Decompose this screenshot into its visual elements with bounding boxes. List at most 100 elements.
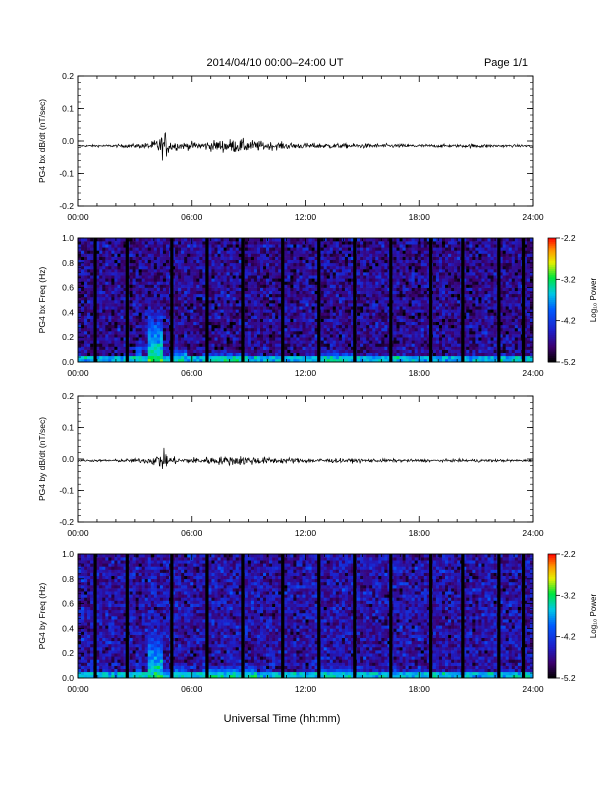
heatmap-cell (159, 334, 164, 338)
heatmap-cell (266, 241, 270, 245)
heatmap-cell (229, 349, 233, 353)
heatmap-cell (138, 256, 142, 260)
heatmap-cell (335, 309, 340, 313)
heatmap-cell (117, 355, 121, 360)
heatmap-cell (129, 309, 133, 313)
heatmap-cell (332, 287, 337, 291)
heatmap-cell (311, 281, 315, 285)
heatmap-cell (299, 269, 303, 273)
heatmap-cell (378, 250, 382, 254)
heatmap-cell (211, 293, 215, 298)
heatmap-cell (105, 293, 109, 298)
heatmap-cell (311, 250, 315, 254)
heatmap-cell (223, 259, 227, 264)
heatmap-cell (196, 327, 200, 332)
heatmap-cell (81, 334, 85, 338)
heatmap-cell (123, 278, 127, 282)
heatmap-cell (314, 355, 318, 360)
heatmap-cell (108, 241, 112, 245)
heatmap-cell (229, 300, 233, 304)
heatmap-cell (387, 355, 391, 360)
heatmap-cell (387, 259, 391, 264)
heatmap-cell (360, 290, 364, 295)
heatmap-cell (199, 346, 203, 350)
heatmap-cell (387, 346, 391, 350)
heatmap-cell (238, 343, 243, 347)
heatmap-cell (445, 281, 449, 285)
heatmap-cell (266, 318, 270, 322)
heatmap-cell (426, 259, 431, 264)
heatmap-cell (187, 284, 191, 288)
heatmap-cell (393, 278, 397, 282)
heatmap-cell (123, 303, 127, 307)
heatmap-cell (129, 355, 133, 360)
heatmap-cell (202, 296, 206, 301)
heatmap-cell (338, 349, 343, 353)
heatmap-cell (347, 306, 352, 310)
heatmap-cell (320, 269, 324, 273)
heatmap-cell (138, 290, 142, 295)
heatmap-cell (184, 349, 188, 353)
heatmap-cell (347, 340, 352, 344)
heatmap-cell (253, 315, 258, 319)
heatmap-cell (159, 296, 164, 301)
heatmap-cell (420, 269, 425, 273)
heatmap-cell (378, 321, 382, 326)
heatmap-cell (105, 303, 109, 307)
heatmap-cell (214, 324, 218, 329)
heatmap-cell (159, 281, 164, 285)
heatmap-cell (144, 321, 149, 326)
heatmap-cell (162, 256, 167, 260)
heatmap-cell (378, 244, 382, 248)
heatmap-cell (223, 244, 227, 248)
heatmap-cell (226, 331, 230, 335)
heatmap-cell (384, 247, 388, 251)
heatmap-cell (393, 318, 397, 322)
heatmap-cell (153, 306, 158, 310)
heatmap-cell (405, 300, 409, 304)
heatmap-cell (99, 355, 103, 360)
heatmap-cell (87, 256, 91, 260)
heatmap-cell (399, 275, 403, 279)
heatmap-cell (308, 318, 312, 322)
heatmap-cell (442, 358, 446, 363)
heatmap-cell (341, 321, 346, 326)
heatmap-cell (178, 281, 182, 285)
y-tick-label: -0.2 (59, 201, 74, 211)
heatmap-cell (150, 241, 155, 245)
heatmap-cell (184, 309, 188, 313)
heatmap-cell (223, 312, 227, 316)
heatmap-cell (99, 309, 103, 313)
heatmap-cell (141, 281, 146, 285)
heatmap-cell (99, 278, 103, 282)
heatmap-cell (311, 296, 315, 301)
heatmap-cell (326, 303, 331, 307)
heatmap-cell (90, 312, 94, 316)
heatmap-cell (196, 272, 200, 276)
heatmap-cell (141, 287, 146, 291)
heatmap-cell (111, 293, 115, 298)
heatmap-cell (278, 275, 282, 279)
heatmap-cell (414, 340, 419, 344)
heatmap-cell (220, 315, 224, 319)
heatmap-cell (129, 259, 133, 264)
heatmap-cell (335, 281, 340, 285)
heatmap-cell (211, 281, 215, 285)
heatmap-cell (229, 296, 233, 301)
heatmap-cell (132, 334, 136, 338)
heatmap-cell (438, 303, 443, 307)
heatmap-cell (184, 321, 188, 326)
heatmap-cell (338, 337, 343, 341)
heatmap-cell (302, 321, 306, 326)
heatmap-cell (223, 358, 227, 363)
heatmap-cell (366, 327, 370, 332)
heatmap-cell (193, 244, 197, 248)
heatmap-cell (211, 290, 215, 295)
heatmap-cell (269, 293, 273, 298)
heatmap-cell (360, 296, 364, 301)
heatmap-cell (114, 309, 118, 313)
heatmap-cell (144, 337, 149, 341)
heatmap-cell (284, 256, 288, 260)
heatmap-cell (357, 256, 361, 260)
heatmap-cell (445, 343, 449, 347)
